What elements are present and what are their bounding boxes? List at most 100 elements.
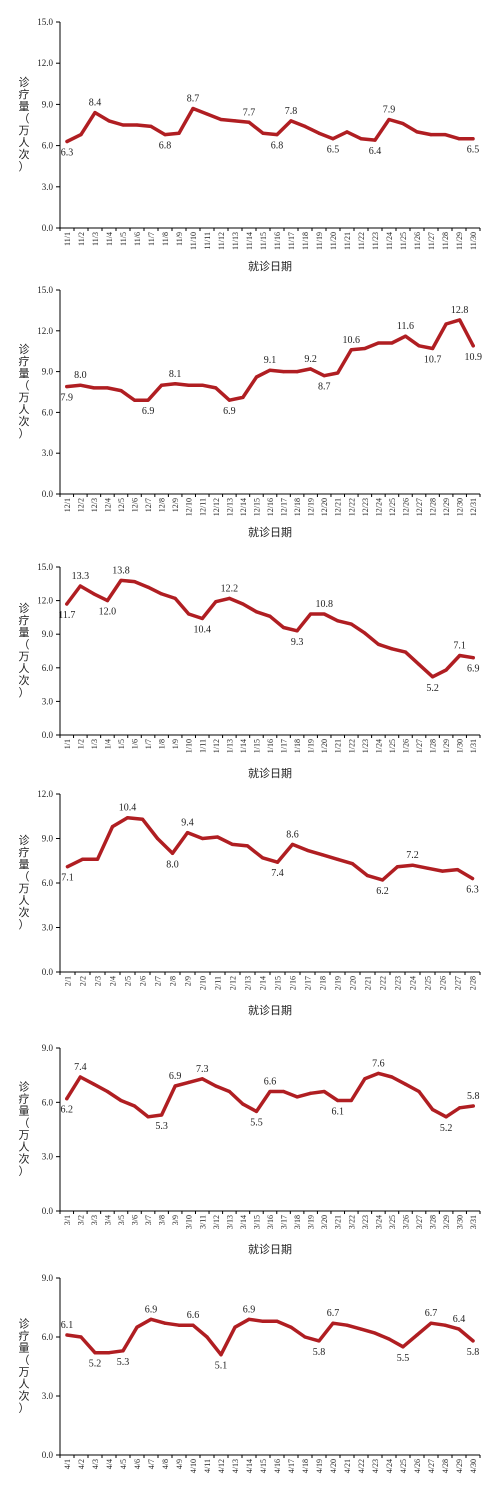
data-label: 5.3 [117, 1357, 130, 1368]
x-tick-label: 3/15 [252, 1215, 261, 1229]
x-tick-label: 3/3 [90, 1215, 99, 1225]
chart-1: 0.0 3.0 6.0 9.0 12.0 15.0 11/1 11/2 11/3 11/4 11/5… [19, 17, 481, 273]
data-point [78, 1075, 82, 1079]
data-point [331, 137, 335, 141]
data-point [387, 117, 391, 122]
data-point [305, 848, 310, 852]
x-tick-label: 1/17 [280, 739, 289, 753]
data-point [444, 1115, 448, 1119]
data-point [200, 383, 204, 387]
x-tick-label: 4/25 [399, 1459, 408, 1473]
x-tick-label: 11/28 [441, 232, 450, 250]
x-tick-label: 3/18 [293, 1215, 302, 1229]
data-point [380, 878, 385, 882]
x-tick-label: 3/27 [415, 1215, 424, 1229]
data-point [429, 1321, 433, 1325]
x-tick-label: 2/1 [64, 976, 73, 986]
data-point [322, 1089, 326, 1094]
y-tick-label: 15.0 [37, 285, 53, 295]
data-point [107, 1351, 111, 1355]
x-tick-label: 11/22 [357, 232, 366, 250]
data-label: 7.7 [243, 107, 256, 118]
x-axis-title: 就诊日期 [248, 1003, 292, 1017]
x-tick-label: 4/13 [231, 1459, 240, 1473]
data-point [275, 1319, 279, 1323]
data-label: 6.5 [467, 145, 480, 156]
data-label: 9.1 [264, 355, 277, 366]
y-tick-label: 12.0 [37, 58, 53, 68]
x-tick-label: 12/17 [280, 498, 289, 516]
y-axis-title: 诊疗量（万人次） [19, 833, 30, 931]
data-label: 6.9 [223, 406, 236, 417]
data-label: 7.2 [406, 850, 419, 861]
data-label: 5.8 [467, 1091, 480, 1102]
x-axis-title: 就诊日期 [248, 525, 292, 539]
data-label: 10.8 [315, 599, 333, 610]
data-point [345, 1323, 349, 1327]
x-tick-label: 4/1 [63, 1459, 72, 1469]
data-point [135, 123, 139, 127]
data-point [471, 1104, 475, 1108]
data-point [417, 662, 421, 667]
y-tick-label: 15.0 [37, 17, 53, 27]
x-tick-label: 4/4 [105, 1459, 114, 1469]
y-tick-label: 9.0 [42, 99, 54, 109]
data-point [132, 398, 137, 402]
x-tick-label: 12/3 [90, 498, 99, 512]
x-tick-label: 1/25 [388, 739, 397, 753]
data-point [376, 1071, 380, 1075]
data-point [268, 614, 272, 618]
data-point [205, 1335, 209, 1339]
data-point [80, 857, 85, 861]
x-tick-label: 3/29 [442, 1215, 451, 1229]
data-point [92, 1082, 96, 1086]
data-point [455, 868, 460, 872]
data-label: 9.3 [291, 637, 304, 648]
data-label: 8.7 [318, 382, 331, 393]
x-tick-label: 12/5 [117, 498, 126, 512]
y-tick-label: 9.0 [42, 1273, 54, 1283]
data-point [458, 1106, 462, 1110]
x-tick-label: 4/15 [259, 1459, 268, 1473]
data-label: 11.6 [397, 321, 414, 332]
data-point [119, 1098, 123, 1103]
series-line [65, 1317, 475, 1357]
data-point [200, 1077, 204, 1081]
x-tick-label: 3/28 [429, 1215, 438, 1229]
data-label: 5.2 [89, 1359, 102, 1370]
data-point [107, 119, 111, 123]
data-point [359, 1327, 363, 1331]
data-point [275, 133, 279, 137]
x-tick-label: 11/16 [273, 232, 282, 250]
data-label: 7.1 [61, 873, 74, 884]
x-tick-label: 1/14 [239, 739, 248, 753]
x-tick-label: 2/14 [259, 976, 268, 990]
y-tick-label: 0.0 [42, 223, 54, 233]
x-tick-label: 11/5 [119, 232, 128, 246]
x-tick-label: 4/11 [203, 1459, 212, 1473]
data-point [110, 825, 115, 829]
data-point [309, 1091, 313, 1095]
data-label: 8.1 [169, 369, 182, 380]
x-tick-label: 4/20 [329, 1459, 338, 1473]
x-tick-label: 1/4 [103, 739, 112, 749]
x-tick-label: 11/24 [385, 232, 394, 250]
y-tick-label: 3.0 [42, 696, 54, 706]
x-tick-label: 11/30 [469, 232, 478, 250]
data-label: 6.4 [453, 1314, 466, 1325]
x-tick-label: 11/26 [413, 232, 422, 250]
x-tick-label: 3/26 [401, 1215, 410, 1229]
data-point [390, 1075, 394, 1079]
data-point [415, 1333, 419, 1337]
data-point [173, 382, 177, 386]
y-tick-label: 3.0 [42, 1391, 54, 1401]
x-tick-label: 3/1 [63, 1215, 72, 1225]
x-tick-label: 1/1 [63, 739, 72, 749]
data-point [363, 1077, 367, 1081]
data-point [254, 375, 259, 379]
data-point [401, 122, 405, 126]
x-tick-label: 2/13 [244, 976, 253, 990]
data-point [345, 130, 349, 134]
data-label: 6.9 [243, 1304, 256, 1315]
data-point [93, 111, 97, 115]
